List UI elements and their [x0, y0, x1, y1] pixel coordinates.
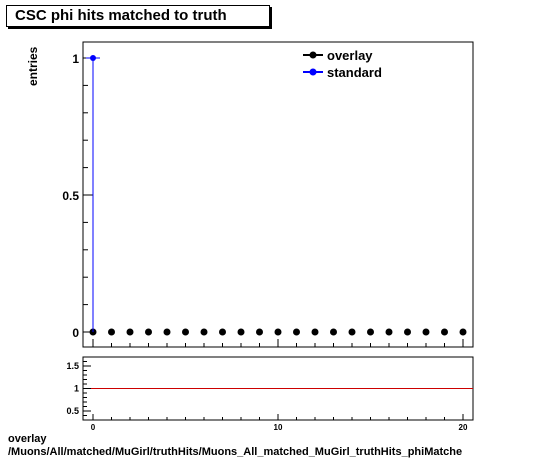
legend-label-overlay: overlay	[327, 48, 373, 63]
ratio-x-tick-label: 0	[91, 423, 96, 432]
overlay-point	[182, 328, 189, 336]
legend-marker-overlay	[309, 51, 317, 59]
overlay-point	[459, 328, 467, 336]
overlay-point	[237, 328, 245, 336]
ratio-y-tick-label: 1	[74, 384, 79, 394]
overlay-point	[145, 328, 152, 336]
standard-point	[90, 55, 96, 61]
overlay-point	[293, 328, 300, 336]
main-data-points	[86, 55, 467, 336]
overlay-point	[330, 328, 337, 336]
overlay-point	[311, 328, 319, 336]
main-plot-frame	[82, 41, 474, 348]
ratio-x-tick-label: 10	[274, 423, 283, 432]
overlay-point	[200, 328, 208, 336]
overlay-point	[126, 328, 134, 336]
legend-marker-standard	[309, 68, 317, 76]
y-tick-label: 1	[72, 52, 79, 66]
legend: overlay standard	[303, 48, 382, 80]
main-frame-border	[82, 41, 474, 348]
overlay-point	[441, 328, 448, 336]
ratio-y-tick-label: 0.5	[66, 406, 79, 416]
footer-line-2: /Muons/All/matched/MuGirl/truthHits/Muon…	[8, 446, 463, 458]
ratio-plot-frame	[82, 356, 474, 421]
ratio-x-tick-label: 20	[459, 423, 468, 432]
overlay-point	[256, 328, 263, 336]
footer-line-1: overlay	[8, 433, 47, 445]
legend-label-standard: standard	[327, 65, 382, 80]
overlay-point	[422, 328, 430, 336]
main-y-axis: 00.51	[62, 52, 464, 347]
y-tick-label: 0	[72, 326, 79, 340]
overlay-point	[108, 328, 115, 336]
ratio-axes: 0.5 1 1.5 0 10 20	[66, 361, 468, 432]
y-axis-label: entries	[26, 46, 40, 86]
overlay-point	[367, 328, 374, 336]
overlay-point	[274, 328, 282, 336]
chart-title: CSC phi hits matched to truth	[15, 7, 227, 24]
chart-title-box: CSC phi hits matched to truth	[6, 5, 270, 27]
overlay-point	[348, 328, 356, 336]
overlay-point	[163, 328, 171, 336]
y-tick-label: 0.5	[62, 189, 79, 203]
footer-label: overlay /Muons/All/matched/MuGirl/truthH…	[8, 433, 546, 459]
ratio-y-tick-label: 1.5	[66, 361, 79, 371]
overlay-point	[404, 328, 411, 336]
overlay-point	[219, 328, 226, 336]
overlay-point	[385, 328, 393, 336]
